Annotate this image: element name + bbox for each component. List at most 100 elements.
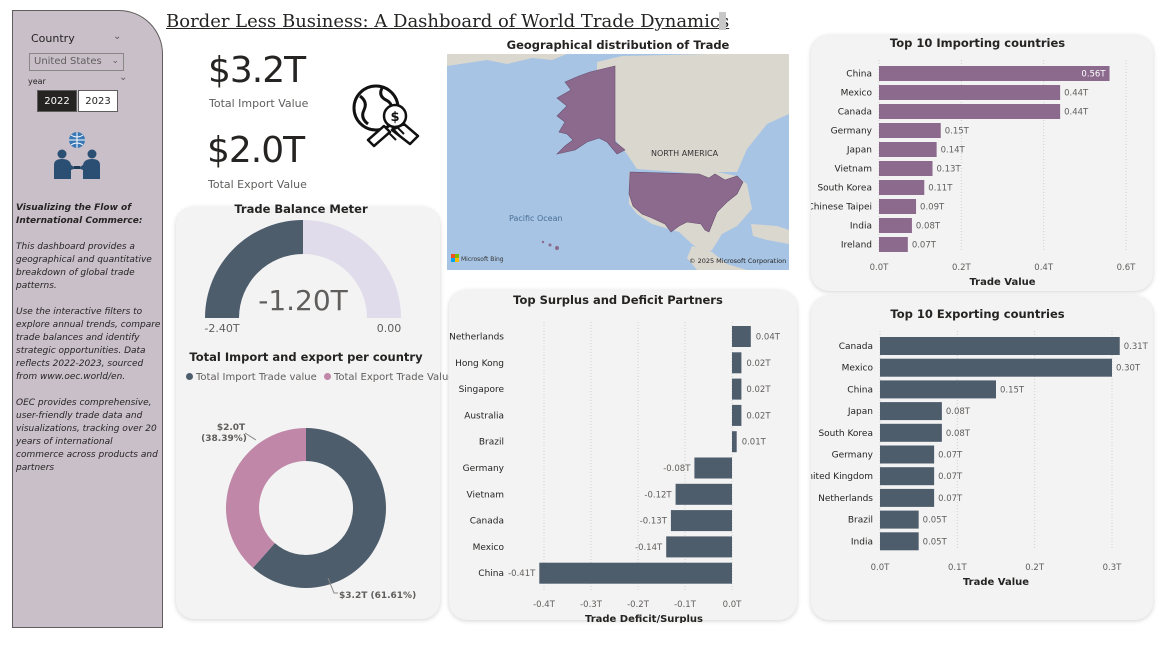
bar-vietnam[interactable] xyxy=(675,483,732,505)
bar-japan[interactable] xyxy=(880,402,942,421)
bar-mexico[interactable] xyxy=(666,536,732,558)
bar-canada[interactable] xyxy=(879,104,1061,119)
donut-label-export-value: $2.0T xyxy=(217,423,246,433)
trade-map[interactable]: NORTH AMERICA Pacific Ocean Microsoft Bi… xyxy=(447,54,789,270)
bar-india[interactable] xyxy=(879,218,912,233)
bar-mexico[interactable] xyxy=(879,85,1061,100)
map-copyright: © 2025 Microsoft Corporation xyxy=(689,257,786,265)
x-tick-label: 0.2T xyxy=(952,263,972,273)
category-label: India xyxy=(851,537,873,547)
category-label: Brazil xyxy=(848,516,873,526)
bar-chinese-taipei[interactable] xyxy=(879,199,917,214)
bar-india[interactable] xyxy=(880,532,919,551)
data-label: -0.14T xyxy=(635,543,663,553)
data-label: 0.15T xyxy=(1000,385,1025,395)
donut-slice-total-import-trade-value[interactable] xyxy=(252,428,387,588)
donut-slice-total-export-trade-value[interactable] xyxy=(226,428,306,568)
data-label: 0.08T xyxy=(946,429,971,439)
x-tick-label: -0.4T xyxy=(533,600,556,610)
data-label: 0.56T xyxy=(1081,70,1106,80)
category-label: Canada xyxy=(470,517,504,527)
bar-netherlands[interactable] xyxy=(880,488,935,507)
data-label: 0.14T xyxy=(941,146,966,156)
data-label: -0.41T xyxy=(508,569,536,579)
bar-united-kingdom[interactable] xyxy=(880,467,935,486)
bar-japan[interactable] xyxy=(879,142,937,157)
x-tick-label: -0.1T xyxy=(674,600,697,610)
legend-import: Total Import Trade value xyxy=(196,372,317,383)
year-button-2023[interactable]: 2023 xyxy=(78,90,118,112)
bar-china[interactable] xyxy=(879,66,1110,81)
bar-south-korea[interactable] xyxy=(880,423,942,442)
category-label: South Korea xyxy=(817,184,872,194)
category-label: Netherlands xyxy=(449,333,504,343)
gauge-max: 0.00 xyxy=(377,322,402,335)
x-axis-title: Trade Value xyxy=(963,577,1029,588)
total-export-value: $2.0T xyxy=(207,130,305,171)
bar-singapore[interactable] xyxy=(732,378,742,400)
bar-brazil[interactable] xyxy=(880,510,919,529)
page-title: Border Less Business: A Dashboard of Wor… xyxy=(166,11,730,32)
category-label: Brazil xyxy=(479,438,504,448)
category-label: China xyxy=(847,385,873,395)
total-import-value: $3.2T xyxy=(208,50,306,91)
bar-canada[interactable] xyxy=(670,510,732,532)
importers-chart: 0.0T 0.2T 0.4T 0.6T China 0.56T Mexico 0.44T Can… xyxy=(811,60,1136,288)
gauge-title: Trade Balance Meter xyxy=(234,202,368,216)
data-label: 0.07T xyxy=(938,451,963,461)
svg-text:$: $ xyxy=(390,110,399,125)
importers-title: Top 10 Importing countries xyxy=(889,36,1066,50)
bar-mexico[interactable] xyxy=(880,358,1112,377)
bar-canada[interactable] xyxy=(880,337,1120,355)
exporters-chart: 0.0T 0.1T 0.2T 0.3T Canada 0.31T Mexico 0.30T Ch… xyxy=(811,331,1149,588)
surplus-deficit-title: Top Surplus and Deficit Partners xyxy=(513,293,723,307)
bar-germany[interactable] xyxy=(694,457,732,479)
dashboard-description: Visualizing the Flow of International Co… xyxy=(16,202,162,488)
filter-sidebar: Country ⌄ United States ⌄ year ⌄ 2022 20… xyxy=(12,10,163,628)
category-label: United Kingdom xyxy=(811,472,873,482)
category-label: China xyxy=(846,70,872,80)
description-paragraph-2: Use the interactive filters to explore a… xyxy=(16,307,161,382)
business-people-globe-icon xyxy=(54,132,100,179)
data-label: 0.11T xyxy=(928,184,953,194)
x-tick-label: 0.4T xyxy=(1034,263,1054,273)
country-dropdown[interactable]: United States ⌄ xyxy=(29,53,124,71)
data-label: 0.05T xyxy=(923,537,948,547)
bar-south-korea[interactable] xyxy=(879,180,925,195)
bar-germany[interactable] xyxy=(879,123,941,138)
data-label: 0.05T xyxy=(923,516,948,526)
category-label: Ireland xyxy=(841,241,872,251)
bar-brazil[interactable] xyxy=(732,431,737,453)
gauge-value: -1.20T xyxy=(258,284,348,317)
category-label: Germany xyxy=(832,451,874,461)
gauge-min: -2.40T xyxy=(204,322,239,335)
donut-label-import: $3.2T (61.61%) xyxy=(339,591,416,601)
category-label: China xyxy=(478,569,504,579)
bar-vietnam[interactable] xyxy=(879,161,933,176)
x-axis-title: Trade Deficit/Surplus xyxy=(585,614,703,623)
data-label: 0.07T xyxy=(938,472,963,482)
category-label: Germany xyxy=(831,127,873,137)
category-label: Japan xyxy=(846,146,872,156)
map-canvas: NORTH AMERICA Pacific Ocean Microsoft Bi… xyxy=(447,54,789,270)
bar-ireland[interactable] xyxy=(879,237,908,252)
bar-hong-kong[interactable] xyxy=(732,352,742,374)
bar-germany[interactable] xyxy=(880,445,935,464)
category-label: South Korea xyxy=(818,429,873,439)
chevron-down-icon[interactable]: ⌄ xyxy=(113,31,122,42)
total-import-label: Total Import Value xyxy=(209,97,309,110)
legend-swatch-export xyxy=(323,373,331,380)
map-title: Geographical distribution of Trade xyxy=(506,38,730,52)
bar-australia[interactable] xyxy=(732,404,742,426)
data-label: 0.30T xyxy=(1116,364,1141,374)
bar-china[interactable] xyxy=(880,380,996,399)
bar-netherlands[interactable] xyxy=(732,326,751,347)
description-paragraph-1: This dashboard provides a geographical a… xyxy=(16,242,152,291)
bar-china[interactable] xyxy=(539,562,732,584)
category-label: Germany xyxy=(463,464,505,474)
data-label: 0.07T xyxy=(912,241,937,251)
year-button-2022[interactable]: 2022 xyxy=(37,90,77,112)
chevron-down-icon[interactable]: ⌄ xyxy=(119,72,128,83)
x-tick-label: -0.3T xyxy=(580,600,603,610)
x-axis-title: Trade Value xyxy=(969,277,1035,288)
